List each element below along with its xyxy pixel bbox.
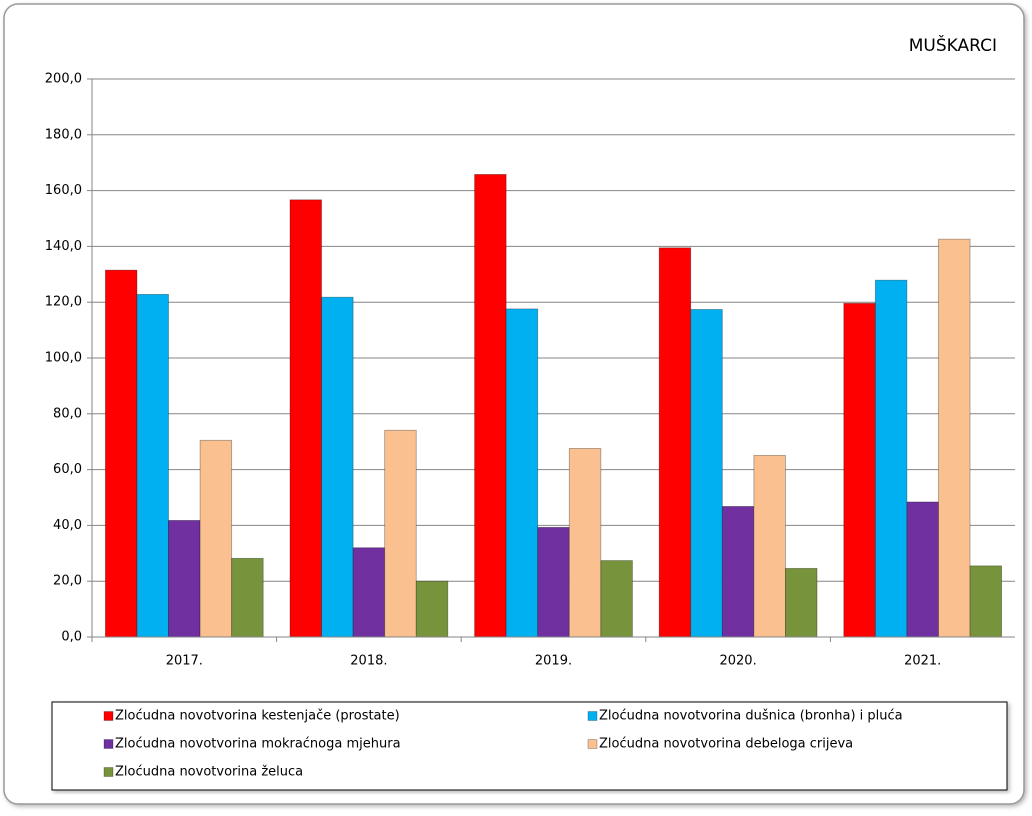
y-tick-label: 0,0 (61, 630, 82, 645)
legend-box (51, 701, 1008, 791)
x-tick-label: 2019. (535, 654, 572, 669)
bar (384, 429, 417, 638)
bar (843, 302, 876, 638)
bar (568, 447, 602, 638)
y-tick-label: 40,0 (53, 518, 82, 533)
bar (104, 269, 138, 638)
bar (415, 580, 449, 638)
legend-swatch (103, 767, 114, 777)
legend-label: Zloćudna novotvorina debeloga crijeva (599, 737, 853, 752)
bar (906, 501, 939, 638)
bar (136, 293, 169, 638)
bar (321, 296, 354, 638)
bar (938, 238, 971, 638)
legend-swatch (103, 739, 114, 749)
y-tick-label: 100,0 (45, 351, 82, 366)
legend-label: Zloćudna novotvorina dušnica (bronha) i … (599, 709, 903, 724)
y-tick-label: 20,0 (53, 574, 82, 589)
bar (600, 560, 633, 638)
bar (168, 519, 201, 638)
y-tick-label: 140,0 (45, 239, 82, 254)
bar (969, 565, 1003, 638)
chart-title: MUŠKARCI (909, 34, 997, 56)
bar (537, 526, 570, 638)
bar (658, 247, 692, 638)
bar (231, 557, 264, 638)
y-tick-label: 160,0 (45, 183, 82, 198)
legend-swatch (103, 711, 114, 721)
bar (474, 174, 507, 638)
y-tick-label: 80,0 (53, 406, 82, 421)
y-tick-label: 200,0 (45, 72, 82, 87)
legend-label: Zloćudna novotvorina mokraćnoga mjehura (115, 737, 401, 752)
bar (721, 506, 755, 638)
legend-label: Zloćudna novotvorina kestenjače (prostat… (115, 709, 400, 724)
legend-swatch (587, 711, 598, 721)
bar (505, 308, 539, 638)
y-tick-label: 60,0 (53, 462, 82, 477)
bar (753, 454, 786, 638)
y-tick-label: 120,0 (45, 295, 82, 310)
bar (785, 567, 818, 638)
legend-swatch (587, 739, 598, 749)
bar (352, 547, 386, 638)
x-tick-label: 2017. (166, 654, 203, 669)
x-tick-label: 2021. (904, 654, 941, 669)
bar (690, 309, 723, 638)
x-tick-label: 2020. (719, 654, 756, 669)
x-tick-label: 2018. (350, 654, 387, 669)
legend-label: Zloćudna novotvorina želuca (115, 765, 303, 780)
bar (874, 279, 908, 638)
bar (289, 199, 322, 638)
y-tick-label: 180,0 (45, 127, 82, 142)
bar (199, 439, 233, 638)
